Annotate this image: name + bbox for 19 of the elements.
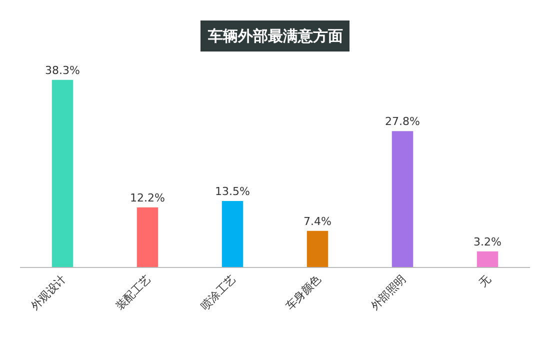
x-tick-label: 车身颜色	[283, 272, 324, 313]
bar	[52, 80, 74, 267]
x-tick-label: 外观设计	[28, 272, 69, 313]
chart-title: 车辆外部最满意方面	[207, 27, 343, 45]
data-label: 3.2%	[474, 235, 502, 248]
bar	[392, 131, 414, 267]
x-tick-label: 无	[476, 272, 494, 290]
data-label: 13.5%	[215, 185, 250, 198]
bar	[136, 207, 158, 267]
data-label: 12.2%	[130, 191, 165, 204]
bar	[222, 201, 244, 267]
data-label: 7.4%	[304, 214, 332, 228]
x-tick-label: 装配工艺	[113, 272, 154, 313]
bar	[306, 230, 328, 267]
x-tick-label: 喷涂工艺	[198, 272, 239, 313]
x-tick-label: 外部照明	[368, 272, 409, 313]
data-label: 38.3%	[45, 64, 80, 77]
bar	[476, 251, 498, 267]
data-label: 27.8%	[385, 115, 420, 128]
